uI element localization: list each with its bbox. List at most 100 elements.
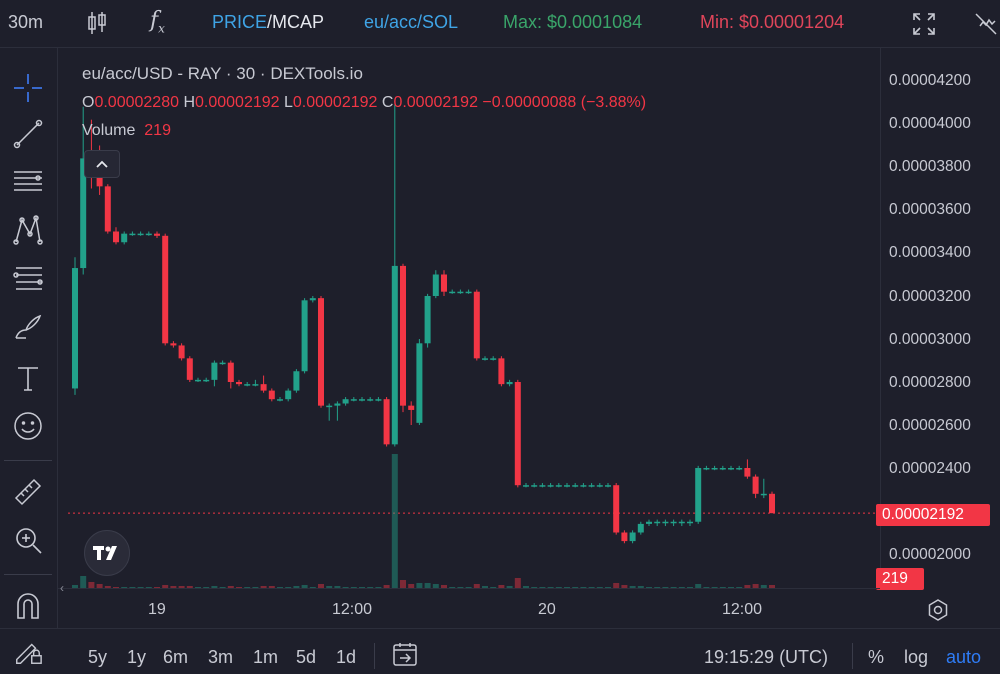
max-price-label: Max: $0.0001084 — [503, 12, 643, 32]
candle — [555, 483, 562, 488]
price-tick: 0.00003200 — [889, 288, 971, 305]
candle-body — [121, 233, 128, 243]
range-3m-button[interactable]: 3m — [208, 647, 234, 667]
volume-bar — [441, 585, 447, 588]
candle — [646, 519, 652, 527]
indicators-fx-icon[interactable]: fx — [150, 8, 165, 36]
ruler-icon[interactable] — [8, 472, 48, 512]
quote-pair-toggle[interactable]: eu/acc/SOL — [364, 12, 459, 32]
candle — [178, 343, 185, 361]
range-6m-button[interactable]: 6m — [163, 647, 189, 667]
volume-bar — [326, 586, 333, 588]
time-axis[interactable]: ‹ 19 12:00 20 12:00 — [58, 581, 880, 628]
range-5d-button[interactable]: 5d — [296, 647, 317, 667]
candle — [432, 270, 439, 299]
candle-body — [719, 468, 726, 470]
scroll-left-icon[interactable]: ‹ — [60, 581, 64, 595]
fullscreen-icon[interactable] — [912, 12, 936, 36]
brush-icon[interactable] — [8, 306, 48, 346]
candle — [326, 403, 333, 421]
candle — [104, 184, 111, 234]
auto-scale-toggle[interactable]: auto — [946, 647, 982, 667]
candle-body — [621, 532, 628, 542]
candle — [564, 483, 570, 488]
time-tick: 19 — [148, 601, 166, 618]
collapse-legend-button[interactable] — [84, 150, 120, 178]
compare-icon[interactable] — [974, 12, 1000, 36]
text-tool-icon[interactable] — [8, 358, 48, 398]
candlestick-icon[interactable] — [86, 10, 108, 36]
candle — [334, 401, 341, 421]
candle-body — [277, 399, 283, 401]
volume-bar — [301, 585, 308, 588]
candle — [580, 483, 587, 488]
candle-body — [211, 362, 218, 380]
trend-line-icon[interactable] — [8, 114, 48, 154]
candle — [621, 530, 628, 544]
volume-bar — [72, 585, 78, 588]
candle-body — [236, 382, 242, 385]
candle — [498, 356, 505, 387]
volume-bar — [588, 587, 595, 588]
change-value: −0.00000088 (−3.88%) — [482, 94, 647, 111]
range-1d-button[interactable]: 1d — [336, 647, 357, 667]
pattern-icon[interactable] — [8, 210, 48, 250]
range-1y-button[interactable]: 1y — [127, 647, 147, 667]
price-tick: 0.00003600 — [889, 201, 971, 218]
price-mcap-toggle[interactable]: PRICE/MCAP — [212, 12, 324, 33]
volume-bar — [605, 587, 611, 588]
close-key: C — [381, 94, 394, 111]
price-axis[interactable]: 0.00004200 0.00004000 0.00003800 0.00003… — [880, 48, 1000, 588]
range-5y-button[interactable]: 5y — [88, 647, 108, 667]
crosshair-icon[interactable] — [8, 68, 48, 108]
volume-bar — [621, 585, 628, 588]
candle — [252, 379, 259, 387]
tv-logo-icon — [93, 546, 117, 560]
utc-clock[interactable]: 19:15:29 (UTC) — [704, 647, 829, 667]
chart-canvas[interactable] — [58, 48, 880, 588]
percent-scale-toggle[interactable]: % — [868, 647, 885, 667]
candle — [605, 483, 611, 488]
candle-body — [637, 523, 644, 533]
log-scale-toggle[interactable]: log — [904, 647, 929, 667]
fib-lines-icon[interactable] — [8, 258, 48, 298]
volume-bar — [211, 586, 218, 588]
volume-bar — [465, 587, 472, 588]
top-toolbar: 30m fx PRICE/MCAP eu/acc/SOL Max: $0.000… — [0, 0, 1000, 48]
candle — [662, 519, 669, 527]
axis-settings-icon[interactable] — [926, 598, 950, 622]
candle — [367, 397, 374, 402]
candle — [760, 478, 767, 499]
volume-bar — [285, 587, 292, 588]
candle-body — [588, 485, 595, 487]
candle-body — [605, 485, 611, 487]
interval-selector[interactable]: 30m — [8, 12, 44, 32]
candle — [391, 104, 398, 447]
volume-bar — [736, 587, 743, 588]
candle — [129, 231, 136, 236]
zoom-in-icon[interactable] — [8, 520, 48, 560]
lock-drawings-icon[interactable] — [8, 634, 48, 670]
candle-body — [186, 358, 193, 380]
current-volume-tag: 219 — [876, 568, 924, 590]
tradingview-logo[interactable] — [84, 530, 130, 576]
magnet-icon[interactable] — [8, 586, 48, 626]
horizontal-lines-icon[interactable] — [8, 162, 48, 202]
emoji-icon[interactable] — [8, 406, 48, 446]
candle — [195, 377, 201, 382]
volume-bar — [367, 587, 374, 588]
candle-body — [400, 265, 406, 406]
volume-key: Volume — [82, 122, 136, 139]
candle — [769, 491, 775, 514]
candlestick-chart[interactable] — [58, 48, 880, 588]
candle-body — [334, 403, 341, 406]
candle — [236, 379, 242, 387]
candle — [473, 289, 480, 361]
candle-body — [555, 485, 562, 487]
goto-date-icon[interactable] — [392, 641, 418, 667]
candle-body — [342, 399, 349, 404]
range-1m-button[interactable]: 1m — [253, 647, 279, 667]
volume-bar — [375, 587, 382, 588]
volume-bar — [580, 587, 587, 588]
volume-bar — [424, 583, 431, 588]
